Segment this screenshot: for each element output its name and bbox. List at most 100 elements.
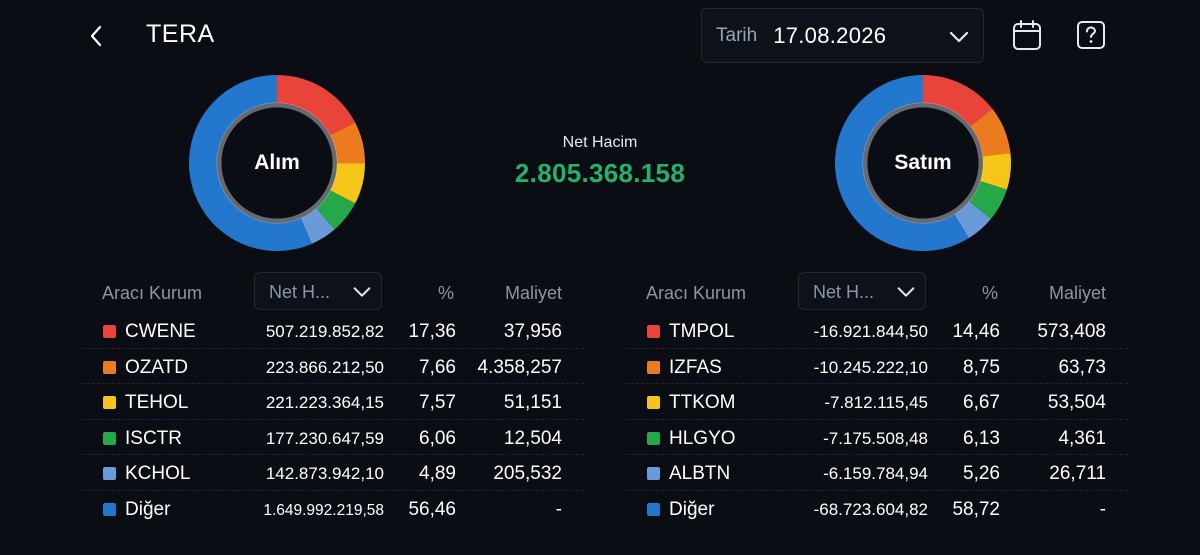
- net-volume-value: 2.805.368.158: [514, 158, 686, 188]
- net-volume-cell: 507.219.852,82: [265, 322, 384, 341]
- cost-cell: -: [1099, 498, 1106, 520]
- cost-cell: 63,73: [1058, 356, 1106, 378]
- donut-inner-ring: [862, 102, 984, 224]
- chevron-left-icon: [90, 25, 102, 47]
- net-volume-cell: 142.873.942,10: [265, 464, 384, 484]
- net-volume: Net Hacim 2.805.368.158: [450, 134, 750, 189]
- sell-donut-svg: [835, 75, 1011, 251]
- legend-swatch: [103, 431, 116, 445]
- percent-cell: 6,06: [419, 427, 456, 449]
- net-volume-cell: 221.223.364,15: [265, 393, 384, 413]
- table-row[interactable]: TEHOL 221.223.364,15 7,57 51,151: [82, 384, 584, 420]
- legend-swatch: [103, 396, 116, 410]
- sell-rows: TMPOL -16.921.844,50 14,46 573,408 IZFAS -10.…: [626, 313, 1128, 527]
- donut-slice-isctr: [316, 190, 356, 230]
- net-column-select-value: Net H...: [269, 282, 331, 302]
- calendar-icon: [1013, 20, 1041, 50]
- broker-name: OZATD: [125, 356, 188, 378]
- table-row[interactable]: Diğer 1.649.992.219,58 56,46 -: [82, 491, 584, 527]
- net-volume-cell: -7.175.508,48: [823, 428, 928, 448]
- net-volume-cell: -6.159.784,94: [823, 464, 928, 484]
- table-row[interactable]: ISCTR 177.230.647,59 6,06 12,504: [82, 420, 584, 456]
- broker-name: KCHOL: [125, 463, 191, 485]
- cost-cell: 4.358,257: [477, 356, 562, 378]
- table-row[interactable]: KCHOL 142.873.942,10 4,89 205,532: [82, 455, 584, 491]
- donut-slice-tehol: [330, 163, 365, 204]
- net-volume-cell: 1.649.992.219,58: [263, 501, 384, 519]
- donut-slice-diğer: [835, 75, 969, 251]
- donut-slice-izfas: [970, 108, 1011, 157]
- donut-slice-tmpol: [923, 75, 993, 127]
- sell-donut-label: Satım: [894, 151, 952, 174]
- donut-slice-hlgyo: [969, 181, 1007, 220]
- donut-slice-ozatd: [330, 122, 365, 164]
- net-volume-cell: -16.921.844,50: [813, 322, 928, 341]
- percent-cell: 6,13: [963, 427, 1000, 449]
- percent-cell: 5,26: [963, 463, 1000, 485]
- buy-table-header: Aracı Kurum Net H... % Maliyet: [82, 270, 584, 312]
- calendar-button[interactable]: [1010, 18, 1044, 52]
- date-select[interactable]: Tarih 17.08.2026: [701, 8, 984, 63]
- legend-swatch: [647, 360, 660, 374]
- buy-donut-chart: Alım: [188, 74, 366, 252]
- sell-donut-chart: Satım: [834, 74, 1012, 252]
- broker-name: HLGYO: [669, 427, 736, 449]
- broker-name: IZFAS: [669, 356, 722, 378]
- table-row[interactable]: HLGYO -7.175.508,48 6,13 4,361: [626, 420, 1128, 456]
- donut-slice-kchol: [300, 208, 335, 244]
- legend-swatch: [647, 325, 660, 338]
- legend-swatch: [103, 360, 116, 374]
- broker-name: Diğer: [669, 498, 715, 520]
- table-row[interactable]: TMPOL -16.921.844,50 14,46 573,408: [626, 313, 1128, 349]
- table-row[interactable]: Diğer -68.723.604,82 58,72 -: [626, 491, 1128, 527]
- col-pct-header: %: [437, 283, 454, 303]
- donut-slice-ttkom: [980, 153, 1011, 190]
- table-row[interactable]: IZFAS -10.245.222,10 8,75 63,73: [626, 349, 1128, 385]
- date-label: Tarih: [716, 24, 758, 46]
- net-volume-cell: 177.230.647,59: [265, 428, 384, 448]
- buy-table: Aracı Kurum Net H... % Maliyet CWENE 507.…: [82, 270, 584, 527]
- cost-cell: -: [555, 498, 562, 520]
- net-volume-cell: -7.812.115,45: [824, 393, 928, 413]
- net-volume-cell: -10.245.222,10: [813, 357, 928, 377]
- donut-slice-cwene: [277, 75, 356, 136]
- col-broker-header: Aracı Kurum: [102, 283, 203, 303]
- cost-cell: 37,956: [503, 321, 562, 342]
- legend-swatch: [647, 431, 660, 445]
- broker-name: TMPOL: [669, 321, 735, 342]
- help-button[interactable]: [1074, 18, 1108, 52]
- col-pct-header: %: [981, 283, 998, 303]
- table-row[interactable]: ALBTN -6.159.784,94 5,26 26,711: [626, 455, 1128, 491]
- percent-cell: 4,89: [419, 463, 456, 485]
- percent-cell: 6,67: [963, 392, 1000, 414]
- cost-cell: 573,408: [1037, 321, 1106, 342]
- table-row[interactable]: CWENE 507.219.852,82 17,36 37,956: [82, 313, 584, 349]
- broker-name: TEHOL: [125, 392, 189, 414]
- legend-swatch: [647, 396, 660, 410]
- percent-cell: 7,66: [419, 356, 456, 378]
- percent-cell: 56,46: [408, 498, 456, 520]
- donut-hole: [867, 107, 979, 219]
- net-volume-cell: 223.866.212,50: [265, 357, 384, 377]
- chevron-down-icon: [897, 287, 915, 297]
- sell-net-column-select[interactable]: Net H...: [798, 272, 926, 310]
- cost-cell: 205,532: [493, 463, 562, 485]
- chevron-down-icon: [353, 287, 371, 297]
- net-volume-cell: -68.723.604,82: [813, 499, 928, 519]
- legend-swatch: [647, 467, 660, 481]
- table-row[interactable]: TTKOM -7.812.115,45 6,67 53,504: [626, 384, 1128, 420]
- donut-inner-ring: [216, 102, 338, 224]
- cost-cell: 4,361: [1058, 427, 1106, 449]
- donut-slice-albtn: [954, 201, 991, 239]
- buy-net-column-select[interactable]: Net H...: [254, 272, 382, 310]
- col-cost-header: Maliyet: [504, 283, 562, 303]
- donut-hole: [221, 107, 333, 219]
- percent-cell: 58,72: [952, 498, 1000, 520]
- buy-rows: CWENE 507.219.852,82 17,36 37,956 OZATD 223.8…: [82, 313, 584, 527]
- table-row[interactable]: OZATD 223.866.212,50 7,66 4.358,257: [82, 349, 584, 385]
- back-button[interactable]: [82, 18, 110, 54]
- broker-name: ISCTR: [125, 427, 182, 449]
- donut-slice-diğer: [189, 75, 312, 251]
- cost-cell: 12,504: [503, 427, 562, 449]
- legend-swatch: [103, 467, 116, 481]
